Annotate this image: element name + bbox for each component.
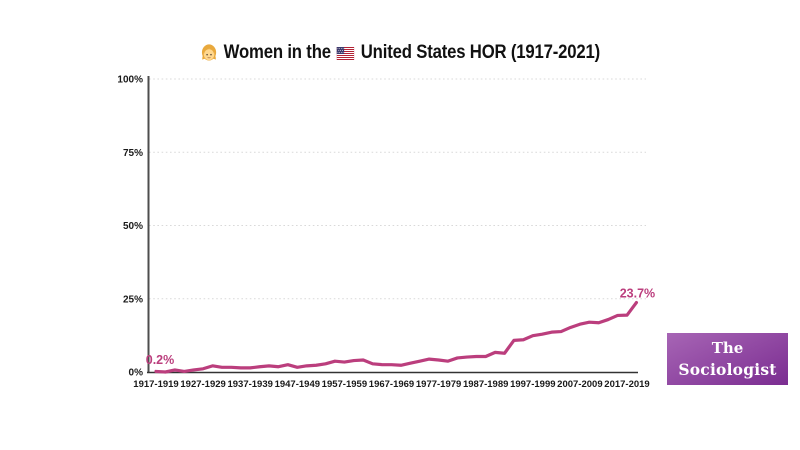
x-tick-label: 1927-1929 [180,379,225,390]
gridlines [149,78,646,300]
logo-line-2: Sociologist [678,359,777,379]
chart-title: Women in the United States HOR (1917-202… [48,38,752,68]
x-tick-label: 1947-1949 [275,379,320,390]
x-tick-label: 1917-1919 [133,379,178,390]
annotation-last-value: 23.7% [620,287,655,301]
x-tick-label: 1997-1999 [510,379,555,390]
sociologist-logo: The Sociologist [667,333,788,385]
x-tick-label: 1957-1959 [322,379,367,390]
x-tick-label: 2017-2019 [604,379,649,390]
us-flag-icon [337,46,355,60]
title-text-after-flag: United States HOR (1917-2021) [360,42,601,63]
x-tick-label: 1967-1969 [369,379,414,390]
title-text-before-flag: Women in the [223,42,331,63]
girl-emoji-icon [200,43,218,63]
y-axis-tick-labels: 0% 25% 50% 75% 100% [117,75,143,379]
y-tick-label: 75% [123,148,143,159]
y-tick-label: 100% [117,75,143,86]
logo-line-1: The [711,338,744,357]
y-tick-label: 50% [123,221,143,232]
y-tick-label: 25% [123,294,143,305]
x-tick-label: 1977-1979 [416,379,461,390]
x-tick-label: 2007-2009 [557,379,602,390]
x-axis-tick-labels: 1917-1919 1927-1929 1937-1939 1947-1949 1957… [133,379,649,390]
y-tick-label: 0% [129,368,144,379]
trend-line [154,300,639,374]
x-tick-label: 1937-1939 [227,379,272,390]
annotation-first-value: 0.2% [146,353,175,367]
x-tick-label: 1987-1989 [463,379,508,390]
